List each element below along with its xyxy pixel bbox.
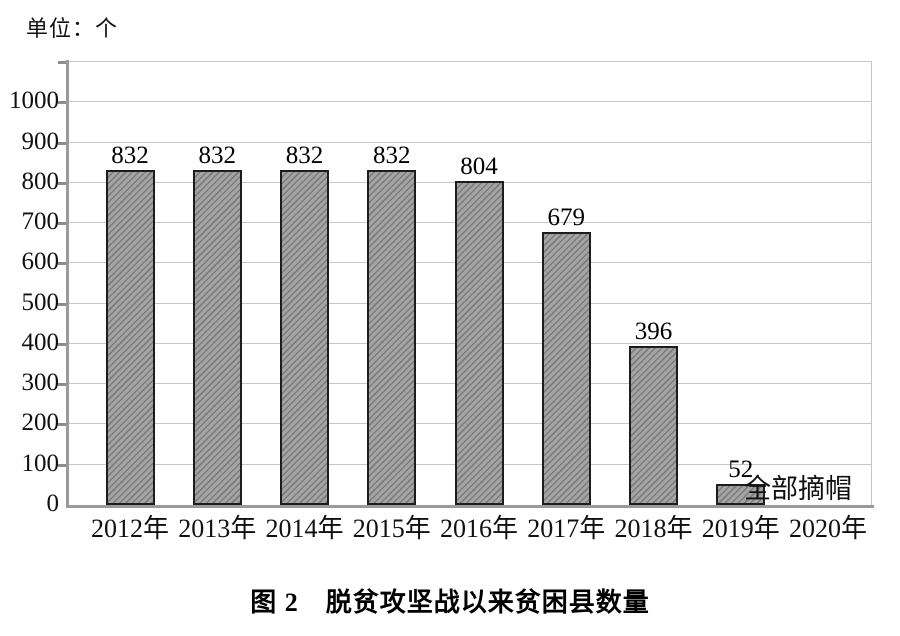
figure-caption: 图 2 脱贫攻坚战以来贫困县数量 <box>250 588 650 617</box>
annotation-label: 全部摘帽 <box>744 474 852 504</box>
y-tick-label: 800 <box>21 167 60 195</box>
bar-2015年 <box>367 170 417 505</box>
bar-2017年 <box>541 232 591 505</box>
bar-2014年 <box>280 170 329 505</box>
y-axis-tick <box>58 302 67 306</box>
x-tick-label: 2013年 <box>178 514 257 543</box>
bar-2019年 <box>716 484 766 505</box>
y-axis-tick <box>58 463 67 467</box>
gridline <box>68 101 872 103</box>
x-tick-label: 2019年 <box>701 514 780 543</box>
y-tick-label: 100 <box>21 449 60 477</box>
y-tick-label: 0 <box>46 490 60 517</box>
plot-right-border <box>871 62 872 505</box>
y-tick-label: 600 <box>21 248 60 276</box>
y-axis-tick <box>58 61 67 64</box>
y-axis-tick <box>58 262 67 266</box>
unit-label: 单位：个 <box>26 16 119 41</box>
x-axis-line <box>66 505 874 508</box>
y-tick-label: 1000 <box>9 87 59 115</box>
bar-2016年 <box>454 181 504 505</box>
bar-value-label: 832 <box>373 142 411 169</box>
y-tick-label: 500 <box>21 288 60 316</box>
bar-value-label: 396 <box>634 318 673 345</box>
x-tick-label: 2012年 <box>90 514 169 543</box>
gridline <box>68 141 872 143</box>
y-axis-line <box>66 60 69 508</box>
x-tick-label: 2020年 <box>788 514 867 543</box>
y-tick-label: 300 <box>21 369 60 397</box>
y-axis-tick <box>58 141 67 145</box>
y-axis-tick <box>58 101 67 105</box>
y-axis-tick <box>58 383 67 387</box>
gridline <box>68 61 872 62</box>
y-tick-label: 200 <box>21 409 60 437</box>
bar-value-label: 832 <box>111 142 149 169</box>
bar-value-label: 832 <box>285 142 324 169</box>
x-tick-label: 2014年 <box>265 514 344 543</box>
bar-value-label: 679 <box>547 204 586 231</box>
bar-2018年 <box>629 346 678 505</box>
y-tick-label: 900 <box>21 127 60 155</box>
x-tick-label: 2018年 <box>614 514 693 543</box>
bar-value-label: 832 <box>198 142 237 169</box>
y-axis-tick <box>58 181 67 185</box>
x-tick-label: 2015年 <box>352 514 431 543</box>
y-axis-tick <box>58 222 67 226</box>
y-tick-label: 700 <box>21 208 60 236</box>
bar-2013年 <box>192 170 242 505</box>
bar-value-label: 52 <box>728 456 754 483</box>
bar-2012年 <box>105 170 155 505</box>
bar-value-label: 804 <box>460 153 498 180</box>
y-axis-tick <box>58 342 67 346</box>
y-tick-label: 400 <box>21 328 60 356</box>
x-tick-label: 2017年 <box>527 514 606 543</box>
x-tick-label: 2016年 <box>439 514 518 543</box>
y-axis-tick <box>58 423 67 427</box>
